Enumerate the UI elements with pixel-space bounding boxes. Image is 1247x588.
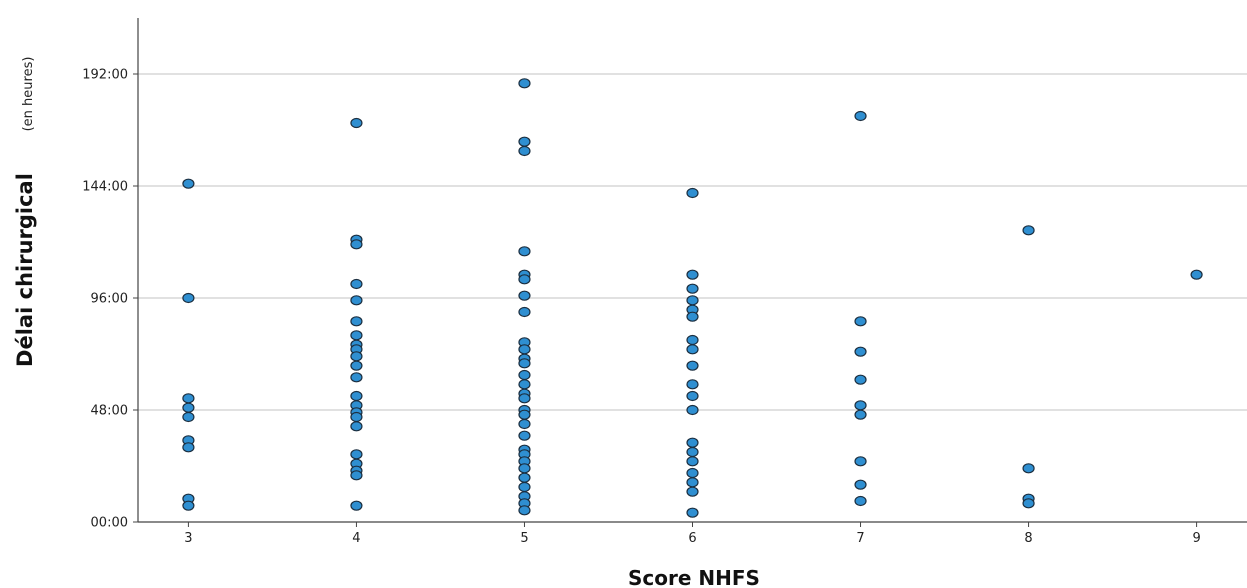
data-point-0-63 (686, 295, 699, 306)
data-points (182, 78, 1203, 518)
data-point-0-78 (686, 507, 699, 518)
data-point-0-68 (686, 360, 699, 371)
x-tick-label-1: 4 (352, 531, 360, 546)
y-tick-label-1: 48:00 (91, 404, 128, 419)
x-tick-label-2: 5 (520, 531, 528, 546)
data-point-0-11 (350, 239, 363, 250)
data-point-0-1 (182, 292, 195, 304)
data-point-0-19 (350, 360, 363, 371)
data-point-0-29 (350, 470, 363, 481)
data-point-0-32 (518, 136, 531, 147)
x-tick-label-0: 3 (184, 531, 192, 546)
y-tick-label-3: 144:00 (82, 180, 128, 195)
data-point-0-40 (518, 344, 531, 355)
data-point-0-18 (350, 351, 363, 362)
y-tick-label-0: 00:00 (91, 516, 128, 531)
x-tick-label-3: 6 (688, 531, 696, 546)
data-point-0-14 (350, 316, 363, 327)
data-point-0-4 (182, 411, 195, 423)
y-tick-label-2: 96:00 (91, 292, 128, 307)
x-tick-label-6: 9 (1192, 531, 1200, 546)
data-point-0-87 (854, 495, 867, 507)
data-point-0-60 (686, 187, 699, 199)
data-point-0-67 (686, 344, 699, 355)
data-point-0-76 (686, 477, 699, 488)
data-point-0-69 (686, 379, 699, 390)
data-point-0-33 (518, 145, 531, 157)
data-point-0-42 (518, 358, 531, 369)
data-point-0-2 (182, 393, 195, 404)
data-point-0-36 (518, 274, 531, 285)
data-point-0-83 (854, 400, 867, 411)
data-point-0-48 (518, 409, 531, 420)
data-point-0-61 (686, 269, 699, 280)
data-point-0-34 (518, 246, 531, 257)
data-point-0-3 (182, 402, 195, 413)
data-point-0-66 (686, 334, 699, 346)
data-point-0-81 (854, 346, 867, 357)
data-point-0-12 (350, 278, 363, 290)
data-point-0-56 (518, 481, 531, 493)
data-point-0-6 (182, 442, 195, 453)
data-point-0-50 (518, 430, 531, 441)
data-point-0-9 (350, 117, 363, 129)
data-point-0-46 (518, 393, 531, 404)
data-point-0-37 (518, 290, 531, 301)
data-point-0-21 (350, 390, 363, 402)
y-axis-unit: (en heures) (21, 57, 36, 132)
y-tick-labels: 00:00 48:00 96:00 144:00 192:00 (82, 68, 138, 531)
data-point-0-26 (350, 449, 363, 460)
data-point-0-25 (350, 421, 363, 432)
y-axis-title: Délai chirurgical (13, 173, 37, 367)
data-point-0-65 (686, 311, 699, 322)
data-point-0-91 (1022, 498, 1035, 509)
data-point-0-62 (686, 283, 699, 294)
data-point-0-80 (854, 316, 867, 327)
data-point-0-89 (1022, 463, 1035, 474)
data-point-0-75 (686, 467, 699, 479)
data-point-0-13 (350, 295, 363, 306)
y-tick-label-4: 192:00 (82, 68, 128, 83)
data-point-0-70 (686, 390, 699, 402)
data-point-0-49 (518, 418, 531, 430)
data-point-0-88 (1022, 225, 1035, 236)
data-point-0-86 (854, 479, 867, 490)
x-tick-label-5: 8 (1024, 531, 1032, 546)
data-point-0-59 (518, 505, 531, 516)
x-tick-labels: 3 4 5 6 7 8 9 (184, 522, 1201, 546)
data-point-0-43 (518, 369, 531, 381)
data-point-0-71 (686, 404, 699, 416)
data-point-0-72 (686, 437, 699, 448)
data-point-0-85 (854, 456, 867, 467)
data-point-0-55 (518, 472, 531, 483)
data-point-0-79 (854, 110, 867, 122)
data-point-0-44 (518, 379, 531, 390)
data-point-0-38 (518, 306, 531, 318)
data-point-0-30 (350, 500, 363, 511)
x-tick-label-4: 7 (856, 531, 864, 546)
data-point-0-20 (350, 372, 363, 383)
data-point-0-74 (686, 456, 699, 467)
data-point-0-92 (1190, 269, 1203, 280)
gridlines (138, 73, 1247, 411)
data-point-0-77 (686, 486, 699, 497)
data-point-0-73 (686, 446, 699, 458)
data-point-0-84 (854, 409, 867, 420)
data-point-0-54 (518, 463, 531, 474)
data-point-0-24 (350, 411, 363, 423)
data-point-0-82 (854, 374, 867, 385)
data-point-0-0 (182, 178, 195, 189)
data-point-0-15 (350, 330, 363, 341)
x-axis-title: Score NHFS (628, 566, 760, 588)
data-point-0-31 (518, 78, 531, 89)
data-point-0-8 (182, 500, 195, 511)
